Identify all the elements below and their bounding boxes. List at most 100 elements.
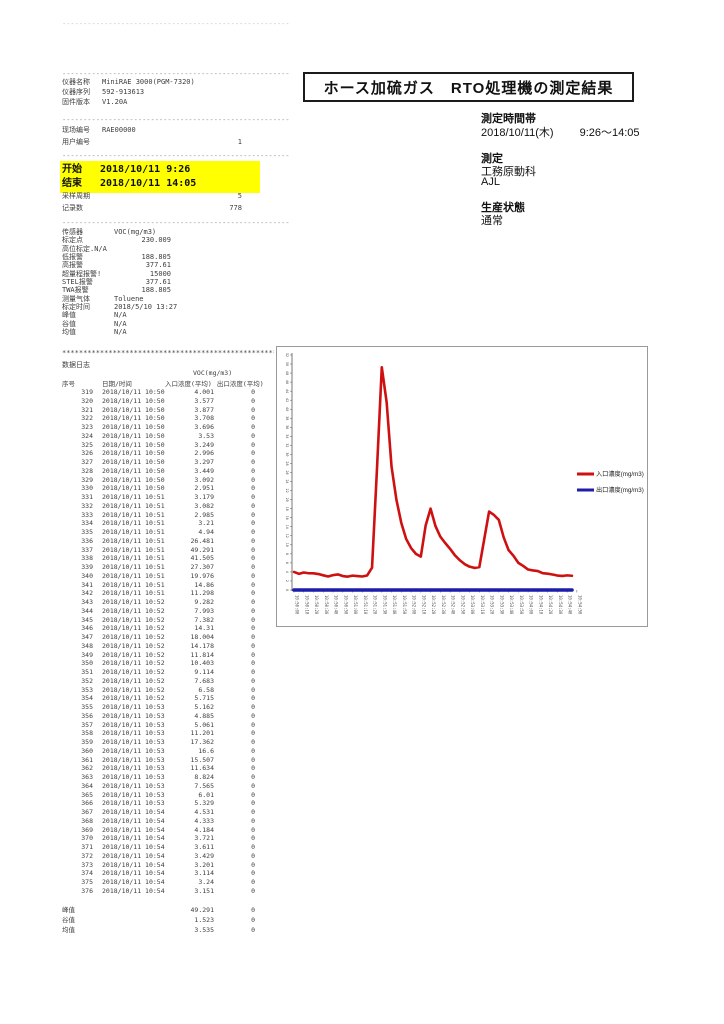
table-cell: 2018/10/11 10:51 (102, 528, 165, 536)
x-tick-label: 10:51:20 (373, 595, 378, 615)
table-row: 342 2018/10/11 10:51 11.298 0 (62, 589, 255, 598)
info-label: 固件版本 (62, 98, 90, 106)
info-label: 均值 (62, 328, 76, 337)
info-line: 仪器序列 592-913613 (62, 87, 195, 97)
table-cell: 0 (251, 405, 255, 414)
table-cell: 0 (251, 685, 255, 694)
table-cell: 0 (251, 624, 255, 633)
table-cell: 0 (251, 519, 255, 528)
info-label: STEL报警 (62, 278, 93, 287)
x-tick-label: 10:51:40 (392, 595, 397, 615)
table-cell: 2018/10/11 10:53 (102, 764, 165, 773)
table-row: 329 2018/10/11 10:50 3.092 0 (62, 476, 255, 485)
start-label: 开始 (62, 164, 82, 175)
table-cell: 337 (81, 545, 93, 554)
site-info-section: 现场编号 RAE00000 用户编号 1 (62, 125, 242, 148)
info-label: 标定点 (62, 236, 83, 245)
y-tick-label: 24 (285, 479, 289, 483)
info-label: 谷值 (62, 319, 76, 328)
summary-row: 峰值 49.291 0 (62, 906, 255, 916)
x-tick-label: 10:50:10 (304, 595, 309, 615)
table-cell: 5.329 (194, 799, 214, 808)
table-cell: 2018/10/11 10:53 (102, 790, 165, 799)
table-row: 363 2018/10/11 10:53 8.824 0 (62, 773, 255, 782)
table-row: 355 2018/10/11 10:53 5.162 0 (62, 703, 255, 712)
table-cell: 2018/10/11 10:54 (102, 869, 165, 878)
table-row: 349 2018/10/11 10:52 11.814 0 (62, 651, 255, 660)
table-cell: 372 (81, 851, 93, 860)
x-tick-label: 10:51:00 (353, 595, 358, 615)
table-cell: 0 (251, 563, 255, 571)
chart-canvas: 0246810121416182022242628303234363840424… (285, 353, 644, 615)
x-tick-label: 10:53:10 (480, 595, 485, 615)
table-cell: 0 (251, 388, 255, 396)
table-cell: 0 (251, 843, 255, 851)
table-cell: 2018/10/11 10:51 (102, 510, 165, 519)
table-cell: 2018/10/11 10:53 (102, 711, 165, 720)
table-cell: 2018/10/11 10:53 (102, 799, 165, 808)
table-cell: 3.249 (194, 440, 214, 449)
table-cell: 0 (251, 755, 255, 764)
table-cell: 3.21 (198, 519, 214, 528)
separator-dashed: ----------------------------------------… (62, 116, 290, 124)
table-row: 336 2018/10/11 10:51 26.481 0 (62, 537, 255, 546)
table-cell: 0 (251, 493, 255, 501)
table-row: 330 2018/10/11 10:50 2.951 0 (62, 484, 255, 493)
table-cell: 2018/10/11 10:52 (102, 685, 165, 694)
x-tick-label: 10:52:50 (460, 595, 465, 615)
table-row: 375 2018/10/11 10:54 3.24 0 (62, 878, 255, 887)
table-row: 366 2018/10/11 10:53 5.329 0 (62, 799, 255, 808)
table-row: 372 2018/10/11 10:54 3.429 0 (62, 852, 255, 861)
table-cell: 370 (81, 834, 93, 843)
table-cell: 49.291 (190, 545, 214, 554)
table-cell: 0 (251, 414, 255, 423)
table-row: 347 2018/10/11 10:52 18.004 0 (62, 633, 255, 642)
table-cell: 2018/10/11 10:50 (102, 431, 165, 440)
info-label: 测量气体 (62, 294, 90, 303)
y-tick-label: 14 (285, 525, 289, 529)
table-cell: 2018/10/11 10:53 (102, 746, 165, 755)
voc-unit-header: VOC(mg/m3) (193, 369, 233, 377)
table-cell: 2018/10/11 10:51 (102, 571, 165, 580)
table-cell: 0 (251, 659, 255, 668)
summary-cell: 0 (251, 915, 255, 924)
y-tick-label: 2 (285, 580, 289, 582)
info-line: 峰值 N/A (62, 311, 177, 319)
table-cell: 3.082 (194, 501, 214, 510)
table-cell: 365 (81, 790, 93, 799)
separator-dashed: ----------------------------------------… (62, 70, 290, 78)
table-cell: 364 (81, 781, 93, 790)
info-value: 377.61 (145, 278, 171, 287)
col-header-no: 序号 (62, 380, 75, 388)
info-value: 230.009 (141, 236, 171, 245)
table-cell: 2018/10/11 10:51 (102, 589, 165, 598)
table-row: 356 2018/10/11 10:53 4.885 0 (62, 712, 255, 721)
start-time-line: 开始 2018/10/11 9:26 (62, 163, 260, 177)
table-cell: 2018/10/11 10:50 (102, 484, 165, 493)
table-row: 354 2018/10/11 10:52 5.715 0 (62, 694, 255, 703)
info-value: MiniRAE 3000(PGM-7320) (102, 78, 195, 86)
table-cell: 2018/10/11 10:52 (102, 598, 165, 606)
datalog-section-title: 数据日志 (62, 361, 90, 369)
table-row: 340 2018/10/11 10:51 19.976 0 (62, 572, 255, 581)
table-cell: 0 (251, 598, 255, 606)
table-row: 360 2018/10/11 10:53 16.6 0 (62, 747, 255, 756)
x-tick-label: 10:50:40 (334, 595, 339, 615)
y-tick-label: 52 (285, 353, 289, 357)
table-cell: 0 (251, 860, 255, 869)
measurement-chart: 0 2 4 6 8 10 12 14 16 18 20 22 24 26 28 30 32 34 36 38 40 42 4… (276, 346, 648, 627)
info-line: 标定点 230.009 (62, 236, 177, 244)
summary-row: 均值 3.535 0 (62, 926, 255, 936)
summary-cell: 谷值 (62, 915, 75, 924)
inlet-series-line (292, 365, 574, 578)
table-header-row: 序号 日期/时间 入口浓度(平均) 出口浓度(平均) (62, 378, 264, 388)
table-cell: 3.151 (194, 886, 214, 895)
table-cell: 2018/10/11 10:50 (102, 440, 165, 449)
y-tick-label: 0 (285, 589, 289, 591)
info-label: 超量程报警! (62, 269, 102, 278)
table-cell: 2018/10/11 10:52 (102, 624, 165, 633)
table-cell: 321 (81, 405, 93, 414)
table-cell: 27.307 (190, 563, 214, 571)
y-tick-label: 4 (285, 571, 289, 573)
table-cell: 2018/10/11 10:54 (102, 825, 165, 834)
